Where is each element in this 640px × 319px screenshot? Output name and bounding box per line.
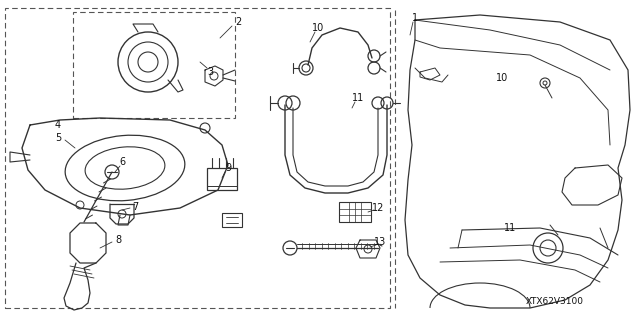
Text: 12: 12	[372, 203, 384, 213]
Bar	[222, 213, 242, 227]
Bar	[5, 8, 390, 308]
Text: 10: 10	[496, 73, 508, 83]
Text: 6: 6	[119, 157, 125, 167]
Bar	[207, 168, 237, 190]
Text: 1: 1	[412, 13, 418, 23]
Text: 8: 8	[115, 235, 121, 245]
Text: 7: 7	[132, 202, 138, 212]
Text: 4: 4	[55, 120, 61, 130]
Text: 11: 11	[352, 93, 364, 103]
Bar	[73, 12, 235, 118]
Bar	[339, 202, 371, 222]
Text: 13: 13	[374, 237, 386, 247]
Text: XTX62V3100: XTX62V3100	[526, 298, 584, 307]
Text: 9: 9	[225, 163, 231, 173]
Text: 2: 2	[235, 17, 241, 27]
Text: 3: 3	[207, 67, 213, 77]
Text: 10: 10	[312, 23, 324, 33]
Text: 5: 5	[55, 133, 61, 143]
Text: 11: 11	[504, 223, 516, 233]
